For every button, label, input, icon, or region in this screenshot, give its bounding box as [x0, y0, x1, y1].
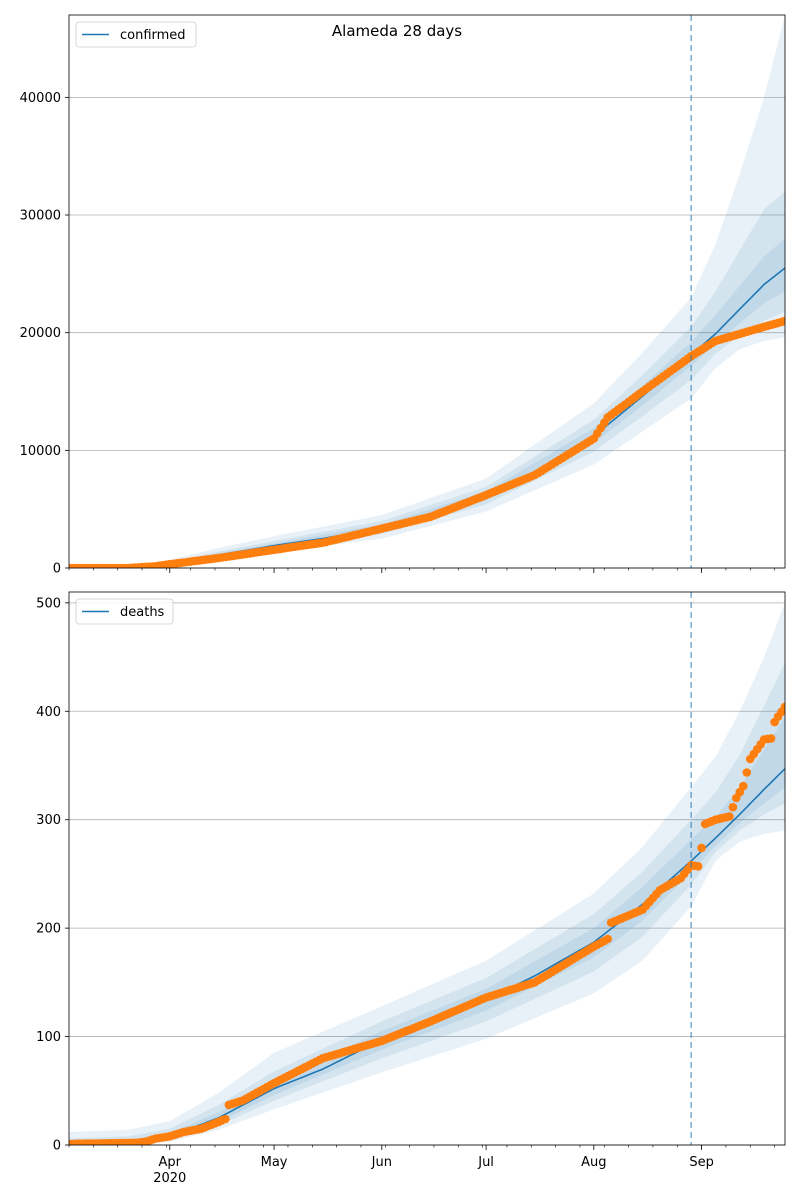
y-tick-label: 40000: [20, 91, 61, 106]
figure-suptitle: Alameda 28 days: [332, 22, 462, 40]
chart-panel-confirmed: 0 10000 20000 30000 40000 confirmed: [20, 14, 786, 577]
legend-box: [75, 21, 197, 48]
uncertainty-band-outer: [69, 15, 785, 568]
observed-point: [739, 781, 748, 791]
y-tick-label: 20000: [20, 326, 61, 341]
y-tick-label: 100: [36, 1030, 61, 1045]
observed-point: [728, 802, 738, 812]
y-tick-label: 200: [36, 922, 61, 937]
plot-area: [69, 602, 785, 1145]
legend: confirmed: [75, 21, 197, 48]
observed-point: [780, 316, 785, 326]
observed-point: [766, 734, 776, 743]
x-tick-label: May: [261, 1155, 288, 1170]
observed-point: [742, 768, 752, 777]
observed-point: [603, 934, 612, 944]
legend-box: [75, 598, 174, 625]
uncertainty-band-outer: [69, 602, 785, 1145]
x-tick-label: Apr: [159, 1155, 182, 1170]
y-tick-label: 0: [53, 1139, 61, 1154]
observed-point: [221, 1114, 230, 1124]
uncertainty-band-middle: [69, 662, 785, 1145]
y-tick-label: 500: [36, 596, 61, 611]
x-tick-sublabel: 2020: [153, 1171, 186, 1186]
y-tick-label: 300: [36, 813, 61, 828]
y-tick-label: 10000: [20, 444, 61, 459]
x-tick-label: Jun: [371, 1155, 392, 1170]
axes-frame: [68, 14, 786, 569]
observed-point: [697, 843, 706, 853]
x-tick-label: Sep: [689, 1155, 714, 1170]
y-tick-label: 400: [36, 705, 61, 720]
y-tick-label: 0: [53, 562, 61, 577]
uncertainty-band-inner: [69, 238, 785, 568]
axes-frame: [68, 591, 786, 1146]
x-tick-label: Aug: [581, 1155, 606, 1170]
uncertainty-band-middle: [69, 191, 785, 568]
legend: deaths: [75, 598, 174, 625]
legend-label: confirmed: [120, 28, 186, 43]
observed-point: [725, 812, 734, 821]
observed-point: [780, 702, 785, 712]
plot-area: [69, 15, 785, 568]
x-tick-label: Jul: [477, 1155, 494, 1170]
observed-point: [693, 862, 703, 871]
y-tick-label: 30000: [20, 209, 61, 224]
legend-label: deaths: [120, 605, 165, 620]
